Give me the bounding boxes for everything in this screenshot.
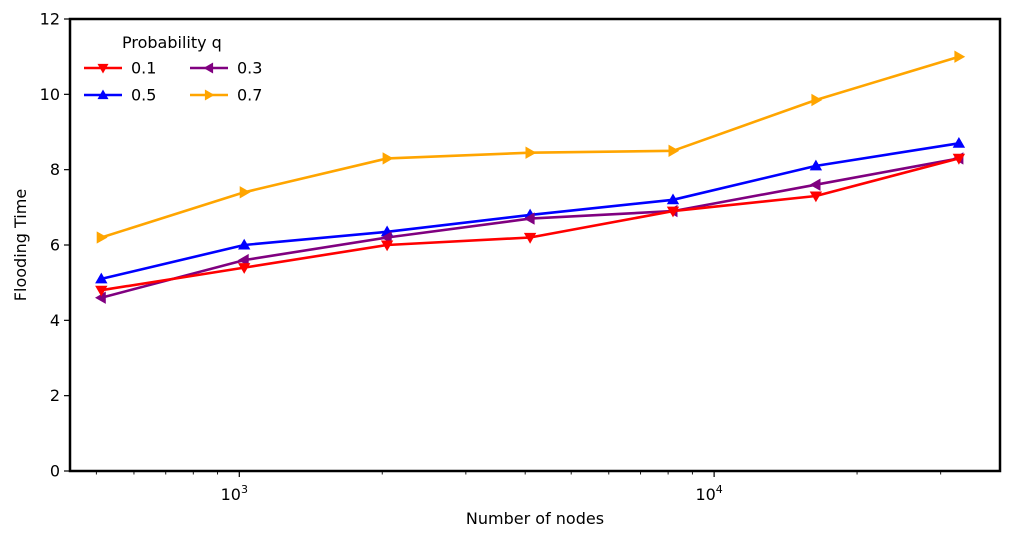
x-tick-label: 103 xyxy=(221,483,248,504)
legend-marker xyxy=(97,89,109,100)
data-point xyxy=(382,152,394,165)
series-layer xyxy=(94,50,966,304)
series-line xyxy=(101,157,960,292)
y-tick-label: 0 xyxy=(50,462,60,481)
x-axis-label: Number of nodes xyxy=(466,509,604,528)
data-point xyxy=(809,159,823,171)
series-0-7 xyxy=(96,50,966,244)
y-axis-ticks: 0 2 4 6 8 10 12 xyxy=(40,10,70,481)
data-point xyxy=(95,272,108,284)
data-point xyxy=(666,206,680,218)
y-tick-label: 6 xyxy=(50,236,60,255)
data-point xyxy=(811,93,823,107)
y-tick-label: 12 xyxy=(40,10,60,29)
y-tick-label: 4 xyxy=(50,311,60,330)
legend-title: Probability q xyxy=(122,33,222,52)
data-point xyxy=(809,191,823,203)
data-point xyxy=(952,136,966,148)
data-point xyxy=(95,285,108,297)
data-point xyxy=(238,263,251,274)
data-point xyxy=(239,186,251,199)
legend: Probability q 0.1 0.3 0.5 0.7 xyxy=(84,33,262,105)
data-point xyxy=(666,193,680,205)
legend-label: 0.7 xyxy=(237,86,262,105)
data-point xyxy=(237,253,249,267)
series-0-5 xyxy=(95,136,966,284)
series-0-3 xyxy=(94,152,964,304)
data-point xyxy=(96,231,108,244)
legend-item-0-7: 0.7 xyxy=(190,86,262,105)
data-point xyxy=(238,238,251,250)
legend-label: 0.1 xyxy=(131,59,156,78)
legend-label: 0.3 xyxy=(237,59,262,78)
plot-frame xyxy=(68,17,1002,473)
legend-marker xyxy=(97,63,109,74)
y-tick-label: 2 xyxy=(50,386,60,405)
x-tick-label: 104 xyxy=(695,483,722,504)
data-point xyxy=(523,232,537,244)
data-point xyxy=(954,50,966,63)
y-tick-label: 10 xyxy=(40,85,60,104)
legend-marker xyxy=(204,89,215,101)
data-point xyxy=(809,178,821,191)
data-point xyxy=(525,146,537,159)
legend-label: 0.5 xyxy=(131,86,156,105)
data-point xyxy=(380,231,392,244)
y-tick-label: 8 xyxy=(50,160,60,179)
x-axis-ticks: 103 104 xyxy=(95,471,942,504)
legend-item-0-5: 0.5 xyxy=(84,86,156,105)
data-point xyxy=(668,144,680,157)
legend-item-0-1: 0.1 xyxy=(84,59,156,78)
series-0-1 xyxy=(95,153,966,297)
data-point xyxy=(952,153,966,165)
y-axis-label: Flooding Time xyxy=(11,189,30,301)
data-point xyxy=(523,212,535,225)
series-line xyxy=(100,157,960,299)
legend-marker xyxy=(203,62,214,74)
legend-item-0-3: 0.3 xyxy=(190,59,262,78)
data-point xyxy=(380,240,394,252)
